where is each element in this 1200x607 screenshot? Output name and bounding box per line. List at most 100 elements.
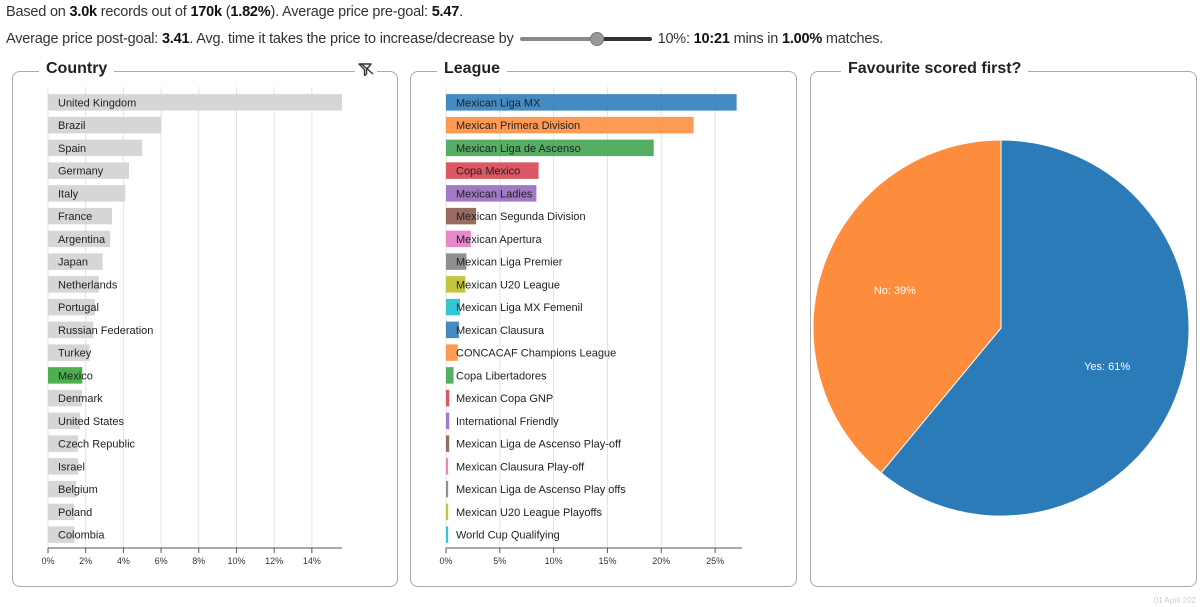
filter-off-icon[interactable] [355,62,377,82]
pie-slice-label: Yes: 61% [1084,361,1130,373]
bar [446,389,450,407]
bar [446,458,449,475]
bar [446,367,454,384]
records-count: 3.0k [69,4,98,20]
summary-text: ). Average price pre-goal: [270,4,432,20]
bar [48,503,75,521]
x-tick-label: 0% [439,556,452,566]
favourite-panel: Favourite scored first? Yes: 61% No: 39% [810,60,1197,587]
summary-line-1: Based on 3.0k records out of 170k (1.82%… [6,4,463,20]
x-tick-label: 12% [265,556,283,566]
category-label: CONCACAF Champions League [456,348,616,360]
x-tick-label: 5% [493,556,506,566]
summary-line-2: Average price post-goal: 3.41. Avg. time… [6,31,883,47]
summary-text: 10%: [657,31,694,47]
category-label: Mexican Clausura [456,325,545,337]
bar [48,389,82,407]
bar [48,185,126,202]
avg-time: 10:21 [693,31,730,47]
country-title: Country [39,60,115,78]
bar [48,94,342,111]
x-tick-label: 4% [117,556,130,566]
date-stamp: 01 April 202 [1153,596,1196,605]
category-label: Russian Federation [58,325,153,337]
category-label: Mexican Liga Premier [456,257,563,269]
summary-text: . [459,4,463,20]
percent-change-slider[interactable] [519,32,652,47]
category-label: Copa Mexico [456,166,520,178]
bar [48,162,130,179]
category-label: Israel [58,461,85,473]
category-label: Mexican Segunda Division [456,211,586,223]
bar [446,116,694,134]
category-label: Mexican Ladies [456,188,533,200]
bar [48,367,83,384]
summary-text: ( [221,4,231,20]
category-label: Portugal [58,302,99,314]
bar [48,230,111,248]
category-label: United States [58,416,125,428]
x-tick-label: 15% [598,556,616,566]
x-tick-label: 14% [303,556,321,566]
bar [48,139,143,157]
bar [446,526,449,543]
summary-text: Based on [6,4,70,20]
category-label: Mexican Liga de Ascenso [456,143,581,155]
category-label: Mexican Liga MX Femenil [456,302,583,314]
x-tick-label: 10% [545,556,563,566]
x-tick-label: 6% [155,556,168,566]
bar [48,253,103,270]
pie-slice [812,139,1002,474]
category-label: Netherlands [58,279,118,291]
summary-text: records out of [96,4,191,20]
avg-price-post-goal: 3.41 [161,31,190,47]
bar [48,344,90,361]
league-panel: League Mexican Liga MX Mexican Primera Di… [410,60,797,587]
category-label: Poland [58,507,92,519]
category-label: Italy [58,188,79,200]
bar [446,503,449,521]
total-records: 170k [190,4,222,20]
x-tick-label: 8% [192,556,205,566]
category-label: Mexican Liga de Ascenso Play-off [456,439,622,451]
category-label: World Cup Qualifying [456,530,560,542]
bar [446,321,459,339]
category-label: Mexico [58,370,93,382]
category-label: Mexican U20 League [456,279,560,291]
league-title: League [437,60,508,78]
category-label: Denmark [58,393,103,405]
category-label: Turkey [58,348,92,360]
category-label: Argentina [58,234,106,246]
bar [446,230,471,248]
bar [446,185,537,202]
category-label: Colombia [58,530,105,542]
category-label: Spain [58,143,86,155]
bar [48,321,94,339]
category-label: Germany [58,166,104,178]
bar [446,94,737,111]
summary-text: mins in [729,31,782,47]
category-label: Copa Libertadores [456,370,547,382]
category-label: Mexican Liga MX [456,97,541,109]
bar [446,435,450,452]
category-label: International Friendly [456,416,559,428]
category-label: France [58,211,92,223]
category-label: Czech Republic [58,439,136,451]
bar [446,276,466,293]
category-label: Mexican Liga de Ascenso Play offs [456,484,626,496]
category-label: Mexican Primera Division [456,120,580,132]
league-bar-chart: Mexican Liga MX Mexican Primera Division M… [439,87,742,566]
summary-text: Average price post-goal: [6,31,162,47]
pie-slice [880,139,1190,517]
category-label: United Kingdom [58,97,136,109]
category-label: Mexican U20 League Playoffs [456,507,602,519]
x-tick-label: 10% [227,556,245,566]
slider-thumb[interactable] [589,32,604,47]
category-label: Mexican Apertura [456,234,542,246]
country-bar-chart: United Kingdom Brazil Spain Germany Italy Fra… [41,87,342,566]
category-label: Mexican Copa GNP [456,393,553,405]
slider-track [595,37,652,42]
x-tick-label: 20% [652,556,670,566]
bar [446,139,654,157]
slider-track-filled [519,37,596,42]
